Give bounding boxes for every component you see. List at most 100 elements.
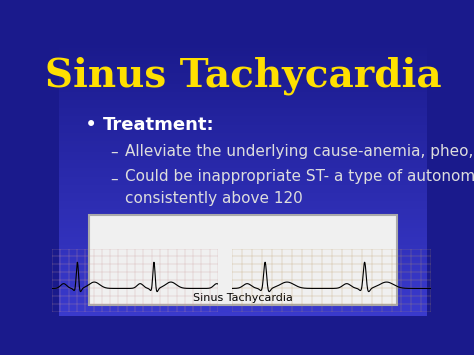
Bar: [59, 294, 427, 297]
Bar: [59, 125, 427, 127]
Bar: [59, 176, 427, 179]
Bar: [59, 256, 427, 258]
Bar: [59, 174, 427, 176]
Bar: [59, 89, 427, 92]
Bar: [59, 193, 427, 196]
Bar: [59, 127, 427, 130]
Bar: [59, 160, 427, 163]
Bar: [59, 138, 427, 141]
FancyBboxPatch shape: [89, 215, 397, 305]
Bar: [59, 133, 427, 136]
Bar: [59, 157, 427, 160]
Bar: [59, 196, 427, 198]
Bar: [59, 163, 427, 165]
Bar: [59, 43, 427, 45]
Bar: [59, 116, 427, 119]
Bar: [59, 86, 427, 89]
Bar: [59, 264, 427, 267]
Bar: [59, 165, 427, 168]
Bar: [59, 114, 427, 116]
Bar: [59, 190, 427, 193]
Bar: [59, 215, 427, 218]
Bar: [59, 155, 427, 157]
Bar: [59, 275, 427, 278]
Bar: [59, 286, 427, 289]
Bar: [59, 261, 427, 264]
Bar: [59, 269, 427, 272]
Bar: [59, 239, 427, 242]
Bar: [59, 313, 427, 316]
Bar: [59, 280, 427, 283]
Bar: [59, 207, 427, 209]
Bar: [59, 300, 427, 302]
Bar: [59, 103, 427, 105]
Bar: [59, 48, 427, 51]
Bar: [59, 105, 427, 108]
Bar: [59, 179, 427, 182]
Bar: [59, 147, 427, 149]
Bar: [59, 187, 427, 190]
Bar: [59, 253, 427, 256]
Bar: [59, 218, 427, 220]
Bar: [59, 283, 427, 286]
Bar: [59, 51, 427, 54]
Bar: [59, 56, 427, 59]
Bar: [59, 152, 427, 155]
Bar: [59, 289, 427, 291]
Bar: [59, 84, 427, 86]
Bar: [59, 45, 427, 48]
Bar: [59, 182, 427, 185]
Bar: [59, 70, 427, 73]
Bar: [59, 141, 427, 144]
Bar: [59, 171, 427, 174]
Text: Sinus Tachycardia: Sinus Tachycardia: [193, 293, 293, 303]
Bar: [59, 108, 427, 111]
Text: Sinus Tachycardia: Sinus Tachycardia: [45, 56, 441, 95]
Bar: [59, 204, 427, 207]
Bar: [59, 234, 427, 237]
Bar: [59, 308, 427, 311]
Bar: [59, 168, 427, 171]
Bar: [59, 119, 427, 122]
Bar: [59, 185, 427, 187]
Bar: [59, 245, 427, 248]
Text: consistently above 120: consistently above 120: [125, 191, 303, 206]
Text: Could be inappropriate ST- a type of autonomic dysfunction with HR: Could be inappropriate ST- a type of aut…: [125, 169, 474, 184]
Bar: [59, 305, 427, 308]
Bar: [59, 97, 427, 100]
Bar: [59, 67, 427, 70]
Bar: [59, 59, 427, 62]
Bar: [59, 297, 427, 300]
Bar: [59, 94, 427, 97]
Bar: [59, 242, 427, 245]
Bar: [59, 130, 427, 133]
Bar: [59, 229, 427, 231]
Text: Alleviate the underlying cause-anemia, pheo, hyperthyroid…: Alleviate the underlying cause-anemia, p…: [125, 144, 474, 159]
Bar: [59, 209, 427, 212]
Bar: [59, 75, 427, 78]
Bar: [59, 54, 427, 56]
Bar: [59, 73, 427, 75]
Bar: [59, 136, 427, 138]
Bar: [59, 223, 427, 226]
Bar: [59, 302, 427, 305]
Bar: [59, 267, 427, 269]
Bar: [59, 212, 427, 215]
Bar: [59, 220, 427, 223]
Text: –: –: [110, 172, 118, 187]
Bar: [59, 81, 427, 84]
Bar: [59, 248, 427, 250]
Bar: [59, 311, 427, 313]
Text: –: –: [110, 144, 118, 159]
Bar: [59, 122, 427, 125]
Bar: [59, 226, 427, 229]
Bar: [59, 278, 427, 280]
Bar: [59, 78, 427, 81]
Bar: [59, 250, 427, 253]
Bar: [59, 65, 427, 67]
Bar: [59, 231, 427, 234]
Bar: [59, 237, 427, 239]
Bar: [59, 198, 427, 201]
Bar: [59, 272, 427, 275]
Bar: [59, 111, 427, 114]
